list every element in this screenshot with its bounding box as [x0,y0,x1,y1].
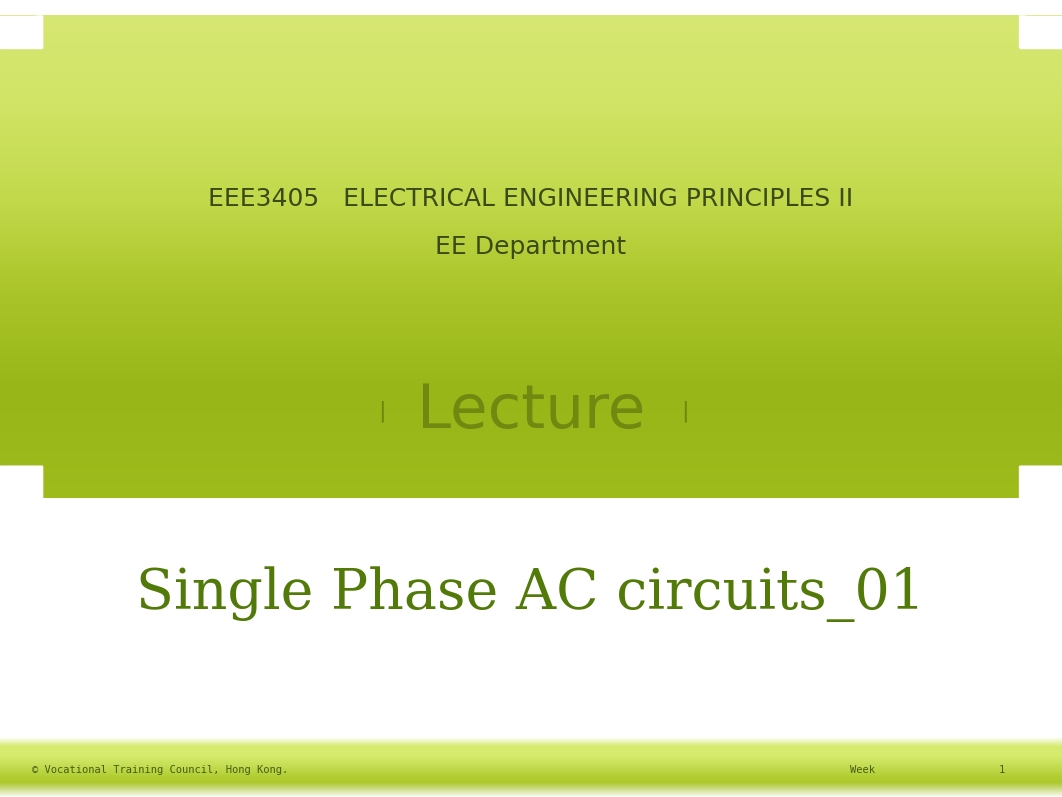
Text: © Vocational Training Council, Hong Kong.: © Vocational Training Council, Hong Kong… [32,765,288,775]
Text: EEE3405   ELECTRICAL ENGINEERING PRINCIPLES II: EEE3405 ELECTRICAL ENGINEERING PRINCIPLE… [208,187,854,211]
Bar [0,466,42,498]
Text: EE Department: EE Department [435,235,627,259]
Text: |: | [378,401,387,422]
Bar [1020,466,1062,498]
Text: Single Phase AC circuits_01: Single Phase AC circuits_01 [137,566,925,622]
Text: Week: Week [850,765,875,775]
Text: Lecture: Lecture [416,382,646,441]
Bar [0,16,42,48]
Wedge shape [0,466,42,498]
Text: 1: 1 [998,765,1005,775]
Wedge shape [1020,16,1062,48]
Bar [1020,16,1062,48]
Wedge shape [1020,466,1062,498]
Wedge shape [0,16,42,48]
Text: |: | [681,401,689,422]
